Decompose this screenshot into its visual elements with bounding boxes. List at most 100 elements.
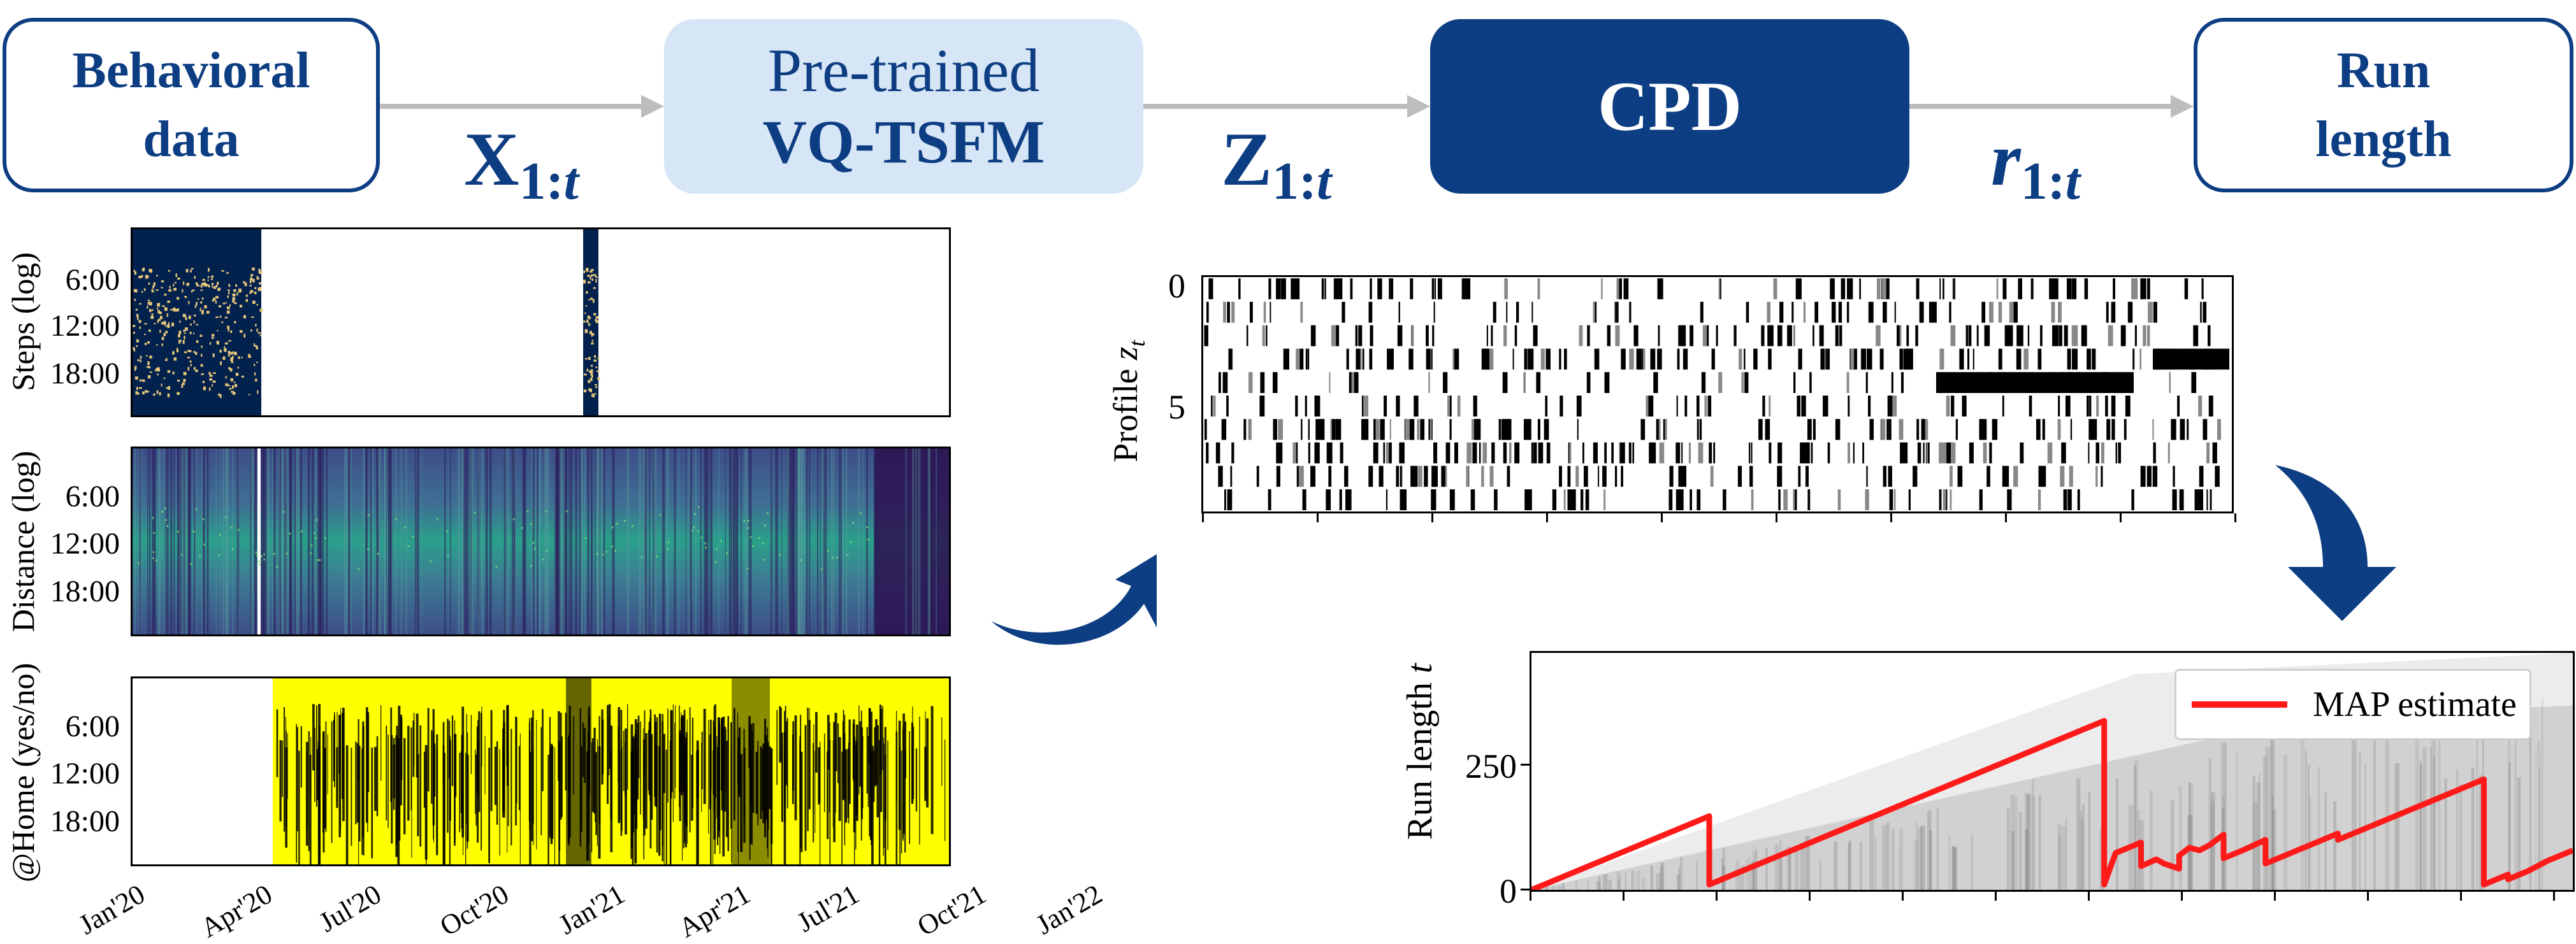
runlength-posterior-stripe	[2134, 760, 2139, 890]
profile-code-mark	[1321, 278, 1324, 299]
runlength-posterior-stripe	[1557, 886, 1561, 890]
steps-texture-mark	[259, 271, 263, 275]
profile-code-mark	[1986, 466, 1990, 487]
distance-heatmap	[131, 447, 951, 636]
profile-code-mark	[2140, 466, 2146, 487]
profile-code-mark	[2101, 442, 2104, 464]
profile-code-mark	[1389, 418, 1391, 440]
runlength-posterior-stripe	[1920, 825, 1925, 890]
steps-texture-mark	[233, 302, 237, 304]
runlength-posterior-stripe	[2351, 732, 2357, 890]
steps-texture-mark	[167, 324, 170, 328]
home-texture-stripe	[895, 710, 897, 802]
profile-code-mark	[1827, 348, 1830, 370]
distance-texture-stripe	[642, 448, 646, 634]
steps-texture-mark	[145, 355, 148, 357]
profile-code-mark	[2055, 325, 2058, 347]
profile-code-mark	[1690, 325, 1694, 347]
profile-code-mark	[1962, 396, 1967, 417]
profile-code-mark	[1524, 348, 1528, 370]
profile-code-mark	[1913, 466, 1918, 487]
steps-texture-mark	[222, 303, 226, 304]
profile-code-mark	[1326, 442, 1332, 464]
profile-code-mark	[1428, 372, 1430, 393]
steps-texture-mark	[178, 340, 182, 342]
steps-texture-mark	[201, 373, 204, 375]
heatmap-xtick-4: Oct'20	[434, 878, 514, 943]
profile-code-mark	[2092, 348, 2096, 370]
runlength-posterior-stripe	[1722, 847, 1725, 890]
runlength-posterior-stripe	[2517, 777, 2521, 890]
steps-texture-mark	[175, 273, 177, 277]
distance-texture-stripe	[319, 448, 322, 634]
steps-texture-mark	[250, 275, 252, 279]
profile-code-mark	[1803, 301, 1805, 323]
distance-texture-stripe	[477, 448, 480, 634]
profile-code-mark	[1957, 466, 1960, 487]
steps-texture-mark	[211, 285, 213, 288]
distance-texture-stripe	[626, 448, 630, 634]
profile-code-mark	[1486, 325, 1488, 347]
distance-texture-stripe	[376, 448, 379, 634]
runlength-posterior-stripe	[2059, 834, 2060, 890]
profile-code-mark	[1563, 489, 1566, 510]
profile-code-mark	[1420, 418, 1425, 440]
profile-code-mark	[1305, 396, 1307, 417]
steps-texture-mark	[213, 286, 217, 289]
home-texture-stripe	[681, 733, 683, 861]
runlength-xtick-mark	[1995, 892, 1997, 901]
profile-code-mark	[1767, 301, 1771, 323]
profile-code-mark	[1946, 442, 1951, 464]
steps-texture-mark	[156, 390, 159, 394]
home-texture-stripe	[608, 704, 611, 769]
distance-texture-dot	[310, 552, 312, 554]
steps-texture-mark	[170, 309, 173, 311]
steps-texture-mark	[231, 385, 235, 389]
profile-code-mark	[2183, 418, 2185, 440]
profile-code-mark	[1939, 348, 1944, 370]
profile-code-mark	[1616, 301, 1619, 323]
distance-heatmap-svg	[133, 448, 949, 634]
distance-texture-stripe	[278, 448, 280, 634]
home-texture-stripe	[322, 732, 324, 833]
profile-code-mark	[1347, 489, 1352, 510]
home-texture-stripe	[654, 714, 656, 797]
profile-code-mark	[1273, 418, 1277, 440]
distance-texture-stripe	[781, 448, 783, 634]
steps-texture-mark	[157, 303, 161, 307]
profile-code-mark	[1286, 348, 1289, 370]
distance-texture-dot	[153, 532, 156, 534]
distance-texture-dot	[827, 549, 829, 552]
distance-texture-stripe	[400, 448, 402, 634]
profile-code-mark	[1299, 348, 1304, 370]
steps-texture-mark	[230, 357, 233, 361]
runlength-posterior-stripe	[2359, 753, 2361, 890]
profile-code-mark	[1211, 396, 1213, 417]
distance-texture-stripe	[603, 448, 605, 634]
home-texture-stripe	[618, 707, 621, 824]
profile-code-mark	[2194, 489, 2198, 510]
runlength-posterior-stripe	[2018, 812, 2023, 890]
profile-code-mark	[1700, 301, 1704, 323]
profile-code-mark	[1854, 348, 1857, 370]
profile-code-mark	[1370, 278, 1372, 299]
distance-texture-stripe	[918, 448, 922, 634]
home-texture-stripe	[591, 742, 593, 853]
profile-code-mark	[2065, 396, 2071, 417]
distance-texture-stripe	[904, 448, 906, 634]
profile-code-mark	[2111, 418, 2115, 440]
steps-texture-mark	[219, 394, 222, 398]
steps-texture-mark	[201, 297, 204, 300]
profile-code-mark	[1719, 278, 1721, 299]
profile-code-mark	[1746, 301, 1749, 323]
home-texture-stripe	[670, 710, 672, 799]
distance-texture-stripe	[920, 448, 922, 634]
runlength-posterior-stripe	[2066, 817, 2067, 890]
steps-texture-mark	[199, 334, 203, 337]
steps-texture-mark	[241, 357, 243, 359]
profile-code-mark	[2074, 325, 2078, 347]
distance-texture-stripe	[587, 448, 590, 634]
heatmap-xtick-8: Oct'21	[911, 878, 992, 943]
steps-texture-mark	[250, 316, 254, 318]
steps-texture-mark	[588, 380, 591, 383]
